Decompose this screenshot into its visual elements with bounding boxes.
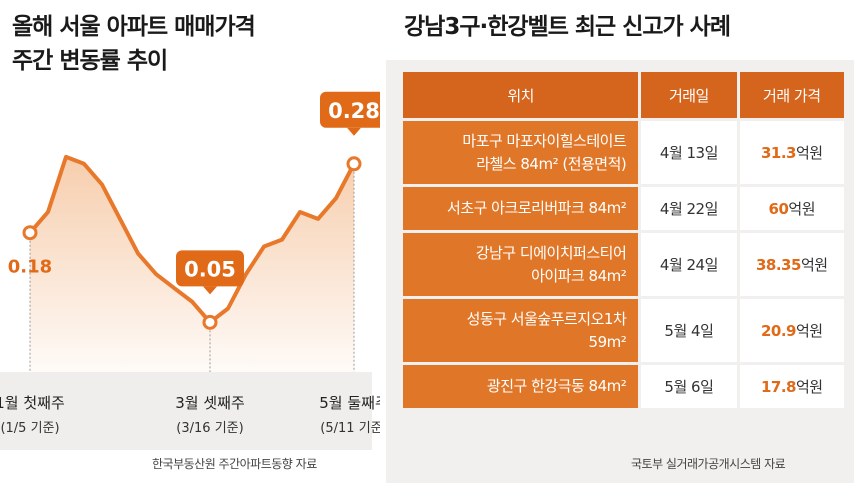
header-location: 위치 — [403, 72, 642, 118]
x-tick-sublabel: (1/5 기준) — [0, 421, 59, 436]
location-line: 59m² — [588, 332, 627, 351]
price-unit: 억원 — [788, 200, 816, 218]
data-point — [346, 156, 362, 172]
location-line: 서초구 아크로리버파크 84m² — [447, 199, 627, 217]
location-line: 아이파크 84m² — [531, 266, 627, 285]
price-value: 17.8 — [760, 378, 797, 396]
data-label-box — [320, 91, 380, 128]
row-date: 4월 24일 — [641, 230, 740, 296]
x-axis-band — [0, 372, 372, 450]
price-value: 31.3 — [760, 144, 797, 162]
location-line: 강남구 디에이치퍼스티어 — [475, 243, 627, 262]
price-value: 20.9 — [760, 322, 797, 340]
location-line: 라첼스 84m² (전용면적) — [476, 154, 627, 173]
location-line: 마포구 마포자이힐스테이트 — [462, 131, 627, 150]
row-location: 광진구 한강극동 84m² — [403, 362, 642, 408]
x-tick-sublabel: (3/16 기준) — [176, 421, 243, 436]
price-unit: 억원 — [795, 378, 823, 396]
area-fill — [30, 156, 354, 372]
table-source: 국토부 실거래가공개시스템 자료 — [631, 457, 786, 471]
x-tick-label: 1월 첫째주 — [0, 394, 65, 412]
price-value: 60 — [768, 200, 789, 218]
deals-table: 위치 거래일 거래 가격 마포구 마포자이힐스테이트 라첼스 84m² (전용면… — [403, 72, 844, 408]
price-unit: 억원 — [800, 256, 828, 274]
price-value: 38.35 — [755, 256, 801, 274]
chart-source: 한국부동산원 주간아파트동향 자료 — [152, 457, 317, 471]
row-location: 성동구 서울숲푸르지오1차 59m² — [403, 296, 642, 362]
row-price: 60억원 — [739, 184, 844, 230]
chart-title-line1: 올해 서울 아파트 매매가격 — [12, 14, 256, 40]
chart-title: 올해 서울 아파트 매매가격 주간 변동률 추이 — [12, 10, 342, 78]
row-date: 5월 6일 — [641, 362, 740, 408]
location-line: 광진구 한강극동 84m² — [486, 377, 627, 395]
data-label: 0.18 — [8, 257, 52, 278]
data-label-pointer — [347, 127, 361, 136]
x-tick-label: 3월 셋째주 — [175, 394, 245, 412]
header-date: 거래일 — [641, 72, 740, 118]
data-label-box — [176, 250, 244, 287]
chart-title-line2: 주간 변동률 추이 — [12, 48, 168, 74]
data-point — [202, 314, 218, 330]
row-date: 5월 4일 — [641, 296, 740, 362]
row-price: 31.3억원 — [739, 118, 844, 184]
table-title: 강남3구·한강벨트 최근 신고가 사례 — [404, 14, 731, 40]
series-line — [28, 154, 356, 325]
x-tick-label: 5월 둘째주 — [319, 394, 380, 412]
price-unit: 억원 — [795, 144, 823, 162]
row-price: 17.8억원 — [739, 362, 844, 408]
data-point — [22, 225, 38, 241]
data-label: 0.05 — [184, 257, 236, 281]
row-location: 마포구 마포자이힐스테이트 라첼스 84m² (전용면적) — [403, 118, 642, 184]
x-tick-sublabel: (5/11 기준) — [320, 421, 380, 436]
price-unit: 억원 — [795, 322, 823, 340]
line-chart: 0.18 0.05 0.28 1월 첫째주 (1/5 기준) 3월 셋째주 (3/16 기준… — [0, 91, 380, 450]
table-header-row: 위치 거래일 거래 가격 — [403, 72, 844, 118]
data-label-pointer — [203, 286, 217, 295]
row-location: 강남구 디에이치퍼스티어 아이파크 84m² — [403, 230, 642, 296]
table-row: 마포구 마포자이힐스테이트 라첼스 84m² (전용면적) 4월 13일 31.… — [403, 118, 844, 184]
row-date: 4월 13일 — [641, 118, 740, 184]
table-row: 강남구 디에이치퍼스티어 아이파크 84m² 4월 24일 38.35억원 — [403, 230, 844, 296]
header-price: 거래 가격 — [739, 72, 844, 118]
table-row: 성동구 서울숲푸르지오1차 59m² 5월 4일 20.9억원 — [403, 296, 844, 362]
row-date: 4월 22일 — [641, 184, 740, 230]
table-row: 광진구 한강극동 84m² 5월 6일 17.8억원 — [403, 362, 844, 408]
table-row: 서초구 아크로리버파크 84m² 4월 22일 60억원 — [403, 184, 844, 230]
row-price: 20.9억원 — [739, 296, 844, 362]
location-line: 성동구 서울숲푸르지오1차 — [466, 309, 627, 328]
data-label: 0.28 — [328, 99, 380, 123]
row-location: 서초구 아크로리버파크 84m² — [403, 184, 642, 230]
row-price: 38.35억원 — [739, 230, 844, 296]
